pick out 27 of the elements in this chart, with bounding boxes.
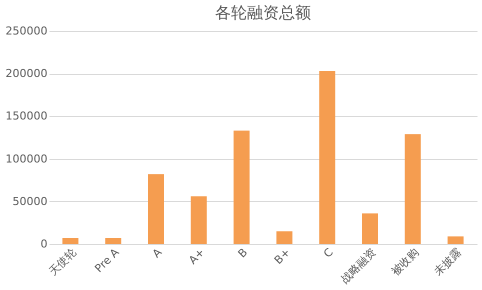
- bar: [276, 231, 292, 244]
- chart-title: 各轮融资总额: [215, 3, 311, 22]
- bar: [105, 238, 122, 244]
- y-tick-label: 250000: [6, 24, 48, 38]
- x-tick-label: A+: [186, 246, 208, 267]
- y-tick-label: 0: [40, 238, 48, 250]
- y-tick-label: 150000: [6, 110, 48, 123]
- bar: [62, 238, 78, 244]
- y-tick-label: 50000: [12, 194, 48, 208]
- x-tick-label: 被收购: [388, 246, 422, 278]
- y-tick-label: 200000: [6, 67, 48, 80]
- x-tick-label: A: [150, 245, 165, 260]
- bar: [448, 236, 464, 244]
- bar: [362, 213, 378, 244]
- x-tick-label: 天使轮: [46, 246, 79, 278]
- x-tick-label: C: [321, 246, 336, 260]
- bar: [234, 130, 250, 244]
- y-tick-label: 100000: [6, 152, 48, 166]
- bar: [148, 174, 164, 244]
- x-tick-label: 未披露: [432, 246, 464, 278]
- x-tick-label: B: [236, 246, 250, 260]
- x-tick-label: B+: [272, 246, 293, 267]
- bar: [319, 71, 336, 244]
- bar: [190, 196, 207, 244]
- x-tick-label: Pre A: [92, 245, 122, 276]
- x-tick-label: 战略融资: [338, 246, 378, 286]
- bar: [404, 134, 421, 244]
